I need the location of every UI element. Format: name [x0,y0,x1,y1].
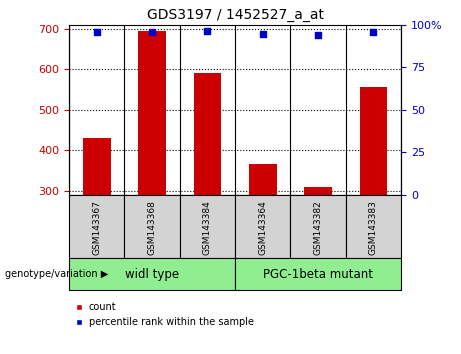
Point [204,28,211,34]
Bar [304,187,332,195]
Text: GSM143367: GSM143367 [92,200,101,255]
Bar [194,73,221,195]
Text: PGC-1beta mutant: PGC-1beta mutant [263,268,373,281]
Bar [69,258,235,290]
Title: GDS3197 / 1452527_a_at: GDS3197 / 1452527_a_at [147,8,324,22]
Bar [83,138,111,195]
Bar [249,164,277,195]
Point [93,30,100,35]
Bar [69,195,124,258]
Point [259,31,266,37]
Bar [346,195,401,258]
Bar [124,195,180,258]
Text: GSM143382: GSM143382 [313,200,323,255]
Point [148,29,156,34]
Bar [235,258,401,290]
Text: GSM143368: GSM143368 [148,200,157,255]
Point [314,32,322,38]
Bar [235,195,290,258]
Legend: count, percentile rank within the sample: count, percentile rank within the sample [74,302,254,327]
Bar [360,87,387,195]
Text: genotype/variation ▶: genotype/variation ▶ [5,269,108,279]
Bar [138,31,166,195]
Text: GSM143383: GSM143383 [369,200,378,255]
Bar [290,195,346,258]
Text: widl type: widl type [125,268,179,281]
Text: GSM143384: GSM143384 [203,200,212,255]
Text: GSM143364: GSM143364 [258,200,267,255]
Point [370,30,377,35]
Bar [180,195,235,258]
